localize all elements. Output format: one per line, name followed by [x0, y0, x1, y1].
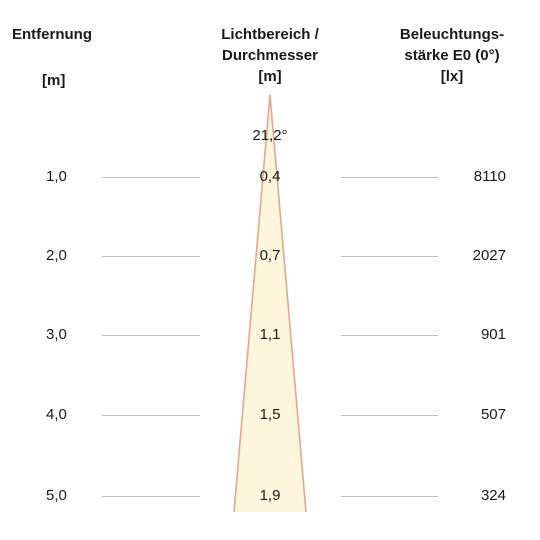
row-divider-right [341, 256, 438, 257]
row-divider-left [102, 335, 200, 336]
row-divider-left [102, 177, 200, 178]
distance-header: Entfernung [12, 26, 92, 43]
beam-header-line1: Lichtbereich / [221, 26, 319, 43]
illuminance-unit: [lx] [440, 68, 464, 85]
row-diameter: 1,9 [259, 487, 281, 504]
beam-header: Lichtbereich / Durchmesser [m] [190, 24, 350, 87]
row-illuminance: 8110 [473, 168, 506, 185]
beam-edge-right [269, 94, 307, 513]
row-diameter: 1,5 [259, 406, 281, 423]
beam-fill [234, 95, 306, 512]
beam-header-line2: Durchmesser [222, 47, 318, 64]
beam-unit: [m] [258, 68, 282, 85]
row-diameter: 0,4 [259, 168, 281, 185]
illuminance-header: Beleuchtungs- stärke E0 (0°) [lx] [372, 24, 532, 87]
row-illuminance: 2027 [472, 247, 506, 264]
illuminance-header-line1: Beleuchtungs- [399, 26, 505, 43]
row-divider-right [341, 335, 438, 336]
row-distance: 4,0 [46, 406, 67, 423]
row-diameter: 0,7 [259, 247, 281, 264]
row-diameter: 1,1 [259, 326, 281, 343]
row-distance: 3,0 [46, 326, 67, 343]
row-divider-right [341, 415, 438, 416]
row-divider-left [102, 496, 200, 497]
row-divider-right [341, 496, 438, 497]
row-divider-left [102, 256, 200, 257]
distance-unit: [m] [42, 72, 66, 89]
row-distance: 5,0 [46, 487, 67, 504]
beam-edge-left [233, 94, 271, 513]
row-divider-left [102, 415, 200, 416]
row-illuminance: 324 [480, 487, 506, 504]
illuminance-header-line2: stärke E0 (0°) [404, 47, 500, 64]
row-illuminance: 901 [480, 326, 506, 343]
beam-angle-label: 21,2° [252, 127, 288, 144]
row-illuminance: 507 [480, 406, 506, 423]
row-divider-right [341, 177, 438, 178]
row-distance: 2,0 [46, 247, 67, 264]
row-distance: 1,0 [46, 168, 67, 185]
